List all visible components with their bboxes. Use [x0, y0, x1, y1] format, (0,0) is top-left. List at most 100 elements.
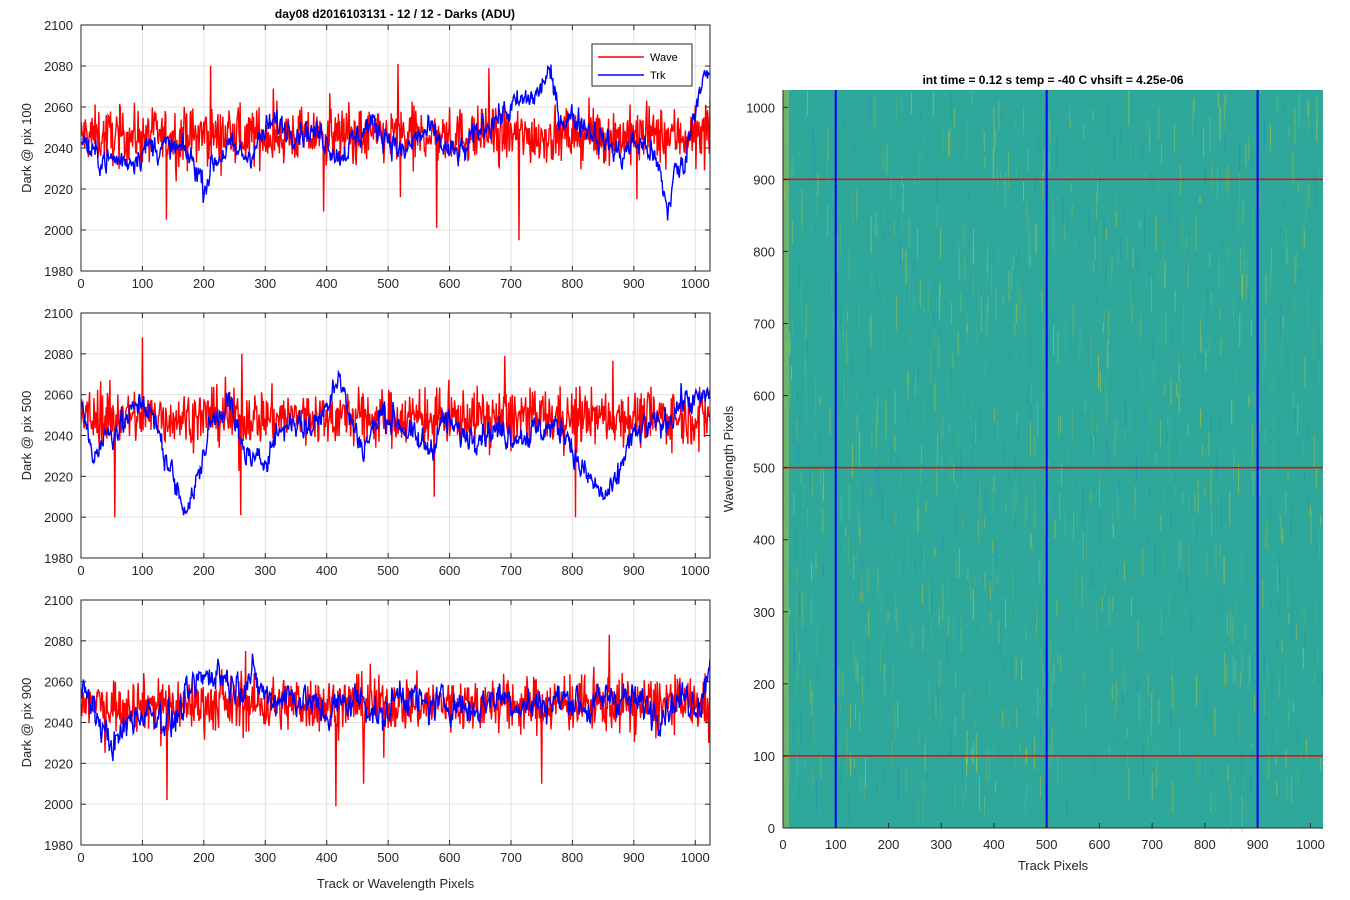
heatmap-streak [1282, 529, 1284, 545]
heatmap-streak [892, 549, 894, 564]
heatmap-streak [1281, 300, 1283, 320]
heatmap-streak [1269, 495, 1271, 531]
heatmap-streak [859, 350, 861, 379]
heatmap-streak [879, 647, 881, 673]
heatmap-streak [833, 196, 835, 233]
heatmap-streak [1061, 463, 1063, 486]
heatmap-streak [927, 286, 929, 311]
heatmap-streak [1033, 481, 1035, 516]
heatmap-streak [1115, 191, 1117, 207]
heatmap-streak [914, 559, 916, 573]
y-tick-label: 2020 [44, 469, 73, 484]
heatmap-streak [1276, 637, 1278, 653]
heatmap-streak [855, 388, 857, 398]
heatmap-streak [1083, 122, 1085, 140]
heatmap-streak [1096, 293, 1098, 305]
heatmap-streak [1218, 182, 1220, 193]
heatmap-streak [821, 462, 823, 498]
line-panel-top: 0 100 200 300 400 500 600 700 800 900 1000 1980 2000… [19, 18, 711, 291]
heatmap-streak [963, 392, 965, 412]
heatmap-streak [869, 319, 871, 336]
heatmap-streak [804, 759, 806, 772]
heatmap-streak [812, 125, 814, 147]
heatmap-streak [989, 677, 991, 699]
heatmap-streak [1039, 462, 1041, 490]
y-tick-label: 200 [753, 677, 775, 692]
heatmap-streak [1125, 710, 1127, 738]
heatmap-streak [970, 585, 972, 599]
heatmap-streak [784, 679, 786, 691]
x-tick-label: 500 [377, 850, 399, 865]
heatmap-streak [1226, 220, 1228, 236]
heatmap-streak [1313, 665, 1315, 686]
heatmap-streak [1234, 154, 1236, 179]
heatmap-streak [913, 697, 915, 733]
heatmap-streak [820, 467, 822, 484]
heatmap-streak [1105, 262, 1106, 283]
heatmap-streak [826, 149, 828, 186]
heatmap-streak [1228, 772, 1230, 792]
heatmap-streak [892, 680, 894, 695]
heatmap-streak [1093, 436, 1095, 450]
x-tick-label: 600 [1089, 837, 1111, 852]
heatmap-streak [911, 272, 913, 303]
heatmap-streak [934, 736, 936, 770]
heatmap-streak [867, 567, 869, 595]
heatmap-streak [800, 282, 802, 308]
heatmap-streak [1245, 158, 1247, 172]
heatmap-streak [1296, 604, 1298, 634]
heatmap-streak [1209, 336, 1211, 355]
heatmap-streak [890, 636, 892, 650]
heatmap-streak [1025, 491, 1027, 521]
heatmap-streak [969, 687, 971, 699]
y-tick-label: 500 [753, 461, 775, 476]
heatmap-streak [1170, 708, 1172, 732]
heatmap-streak [850, 753, 852, 776]
heatmap-streak [929, 677, 930, 702]
heatmap-streak [832, 188, 834, 206]
heatmap-streak [1044, 451, 1046, 487]
heatmap-streak [862, 675, 864, 705]
heatmap-streak [961, 606, 962, 617]
heatmap-streak [928, 594, 930, 613]
heatmap-streak [1129, 639, 1131, 665]
heatmap-streak [1038, 243, 1040, 255]
heatmap-streak [927, 641, 929, 665]
heatmap-streak [896, 606, 898, 633]
heatmap-streak [1237, 205, 1239, 237]
heatmap-streak [1283, 198, 1285, 210]
heatmap-streak [1305, 431, 1307, 450]
heatmap-panel: 0 100 200 300 400 500 600 700 800 900 1000 0 100 200 3… [721, 73, 1325, 873]
heatmap-streak [917, 227, 918, 259]
heatmap-streak [937, 403, 939, 436]
heatmap-streak [936, 684, 938, 707]
heatmap-streak [794, 636, 796, 670]
heatmap-streak [897, 763, 899, 799]
heatmap-streak [1035, 478, 1036, 510]
heatmap-streak [1214, 707, 1216, 735]
heatmap-streak [918, 729, 920, 743]
heatmap-streak [789, 751, 791, 780]
heatmap-streak [1186, 571, 1188, 597]
heatmap-streak [810, 424, 812, 455]
heatmap-streak [1121, 197, 1123, 208]
heatmap-streak [1036, 604, 1037, 638]
heatmap-streak [893, 453, 895, 489]
heatmap-streak [1215, 450, 1217, 479]
heatmap-streak [805, 111, 807, 121]
heatmap-streak [945, 699, 947, 724]
heatmap-streak [1042, 235, 1044, 255]
heatmap-streak [1042, 171, 1044, 199]
heatmap-streak [1203, 250, 1205, 259]
heatmap-streak [879, 464, 881, 496]
heatmap-streak [905, 249, 907, 284]
heatmap-streak [992, 147, 994, 182]
heatmap-streak [887, 397, 889, 427]
heatmap-streak [1251, 457, 1253, 481]
heatmap-streak [993, 244, 995, 266]
heatmap-streak [1025, 209, 1027, 219]
heatmap-streak [954, 503, 956, 536]
heatmap-streak [821, 481, 823, 515]
x-tick-label: 700 [500, 276, 522, 291]
y-tick-label: 1980 [44, 264, 73, 279]
